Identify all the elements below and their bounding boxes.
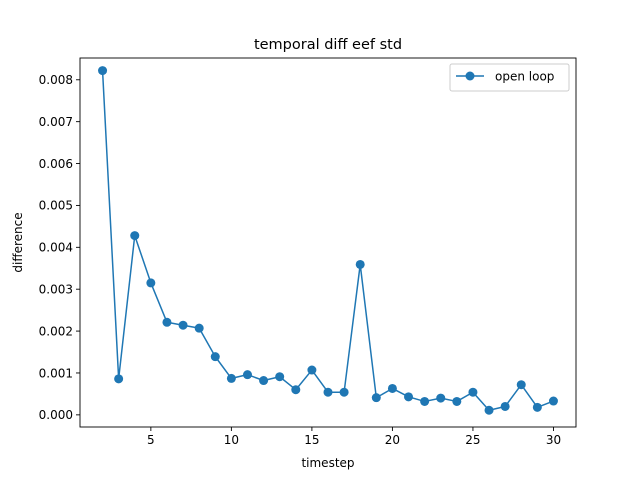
data-point: [420, 396, 430, 406]
data-point: [114, 374, 124, 384]
data-point: [355, 259, 365, 269]
data-point: [500, 401, 510, 411]
data-point: [387, 383, 397, 393]
data-point: [307, 365, 317, 375]
y-tick-label: 0.008: [39, 73, 73, 87]
data-point: [291, 385, 301, 395]
y-tick-label: 0.000: [39, 408, 73, 422]
x-tick-label: 30: [546, 433, 561, 447]
series-layer: [98, 66, 558, 415]
data-point: [436, 393, 446, 403]
y-tick-label: 0.003: [39, 283, 73, 297]
chart-title: temporal diff eef std: [254, 37, 402, 53]
x-tick-label: 5: [147, 433, 155, 447]
y-axis-label: difference: [11, 212, 25, 272]
data-point: [404, 392, 414, 402]
data-point: [259, 376, 269, 386]
data-point: [130, 231, 140, 241]
legend-label: open loop: [495, 70, 554, 84]
x-axis-ticks: 5 10 15 20 25 30: [147, 427, 561, 447]
data-point: [548, 396, 558, 406]
x-tick-label: 25: [465, 433, 480, 447]
data-point: [484, 405, 494, 415]
data-point: [194, 323, 204, 333]
plot-area-frame: [79, 57, 577, 428]
x-tick-label: 20: [385, 433, 400, 447]
data-point: [339, 387, 349, 397]
y-tick-label: 0.007: [39, 115, 73, 129]
y-tick-label: 0.005: [39, 199, 73, 213]
data-point: [210, 352, 220, 362]
data-point: [178, 320, 188, 330]
data-point: [323, 387, 333, 397]
data-point: [468, 387, 478, 397]
data-point: [532, 402, 542, 412]
legend-box: [449, 63, 570, 92]
data-point: [452, 396, 462, 406]
y-axis-ticks: 0.000 0.001 0.002 0.003 0.004 0.005 0.006 0.007…: [39, 73, 80, 422]
data-point: [371, 393, 381, 403]
x-tick-label: 10: [224, 433, 239, 447]
y-tick-label: 0.002: [39, 324, 73, 338]
y-tick-label: 0.001: [39, 366, 73, 380]
data-point: [516, 380, 526, 390]
data-point: [162, 317, 172, 327]
data-point: [226, 373, 236, 383]
y-tick-label: 0.004: [39, 241, 73, 255]
legend: open loop: [449, 63, 570, 92]
data-point: [242, 370, 252, 380]
y-tick-label: 0.006: [39, 157, 73, 171]
data-point: [98, 66, 108, 76]
x-axis-label: timestep: [301, 456, 354, 470]
legend-marker-swatch: [465, 71, 475, 81]
x-tick-label: 15: [304, 433, 319, 447]
data-point: [146, 278, 156, 288]
data-point: [275, 372, 285, 382]
